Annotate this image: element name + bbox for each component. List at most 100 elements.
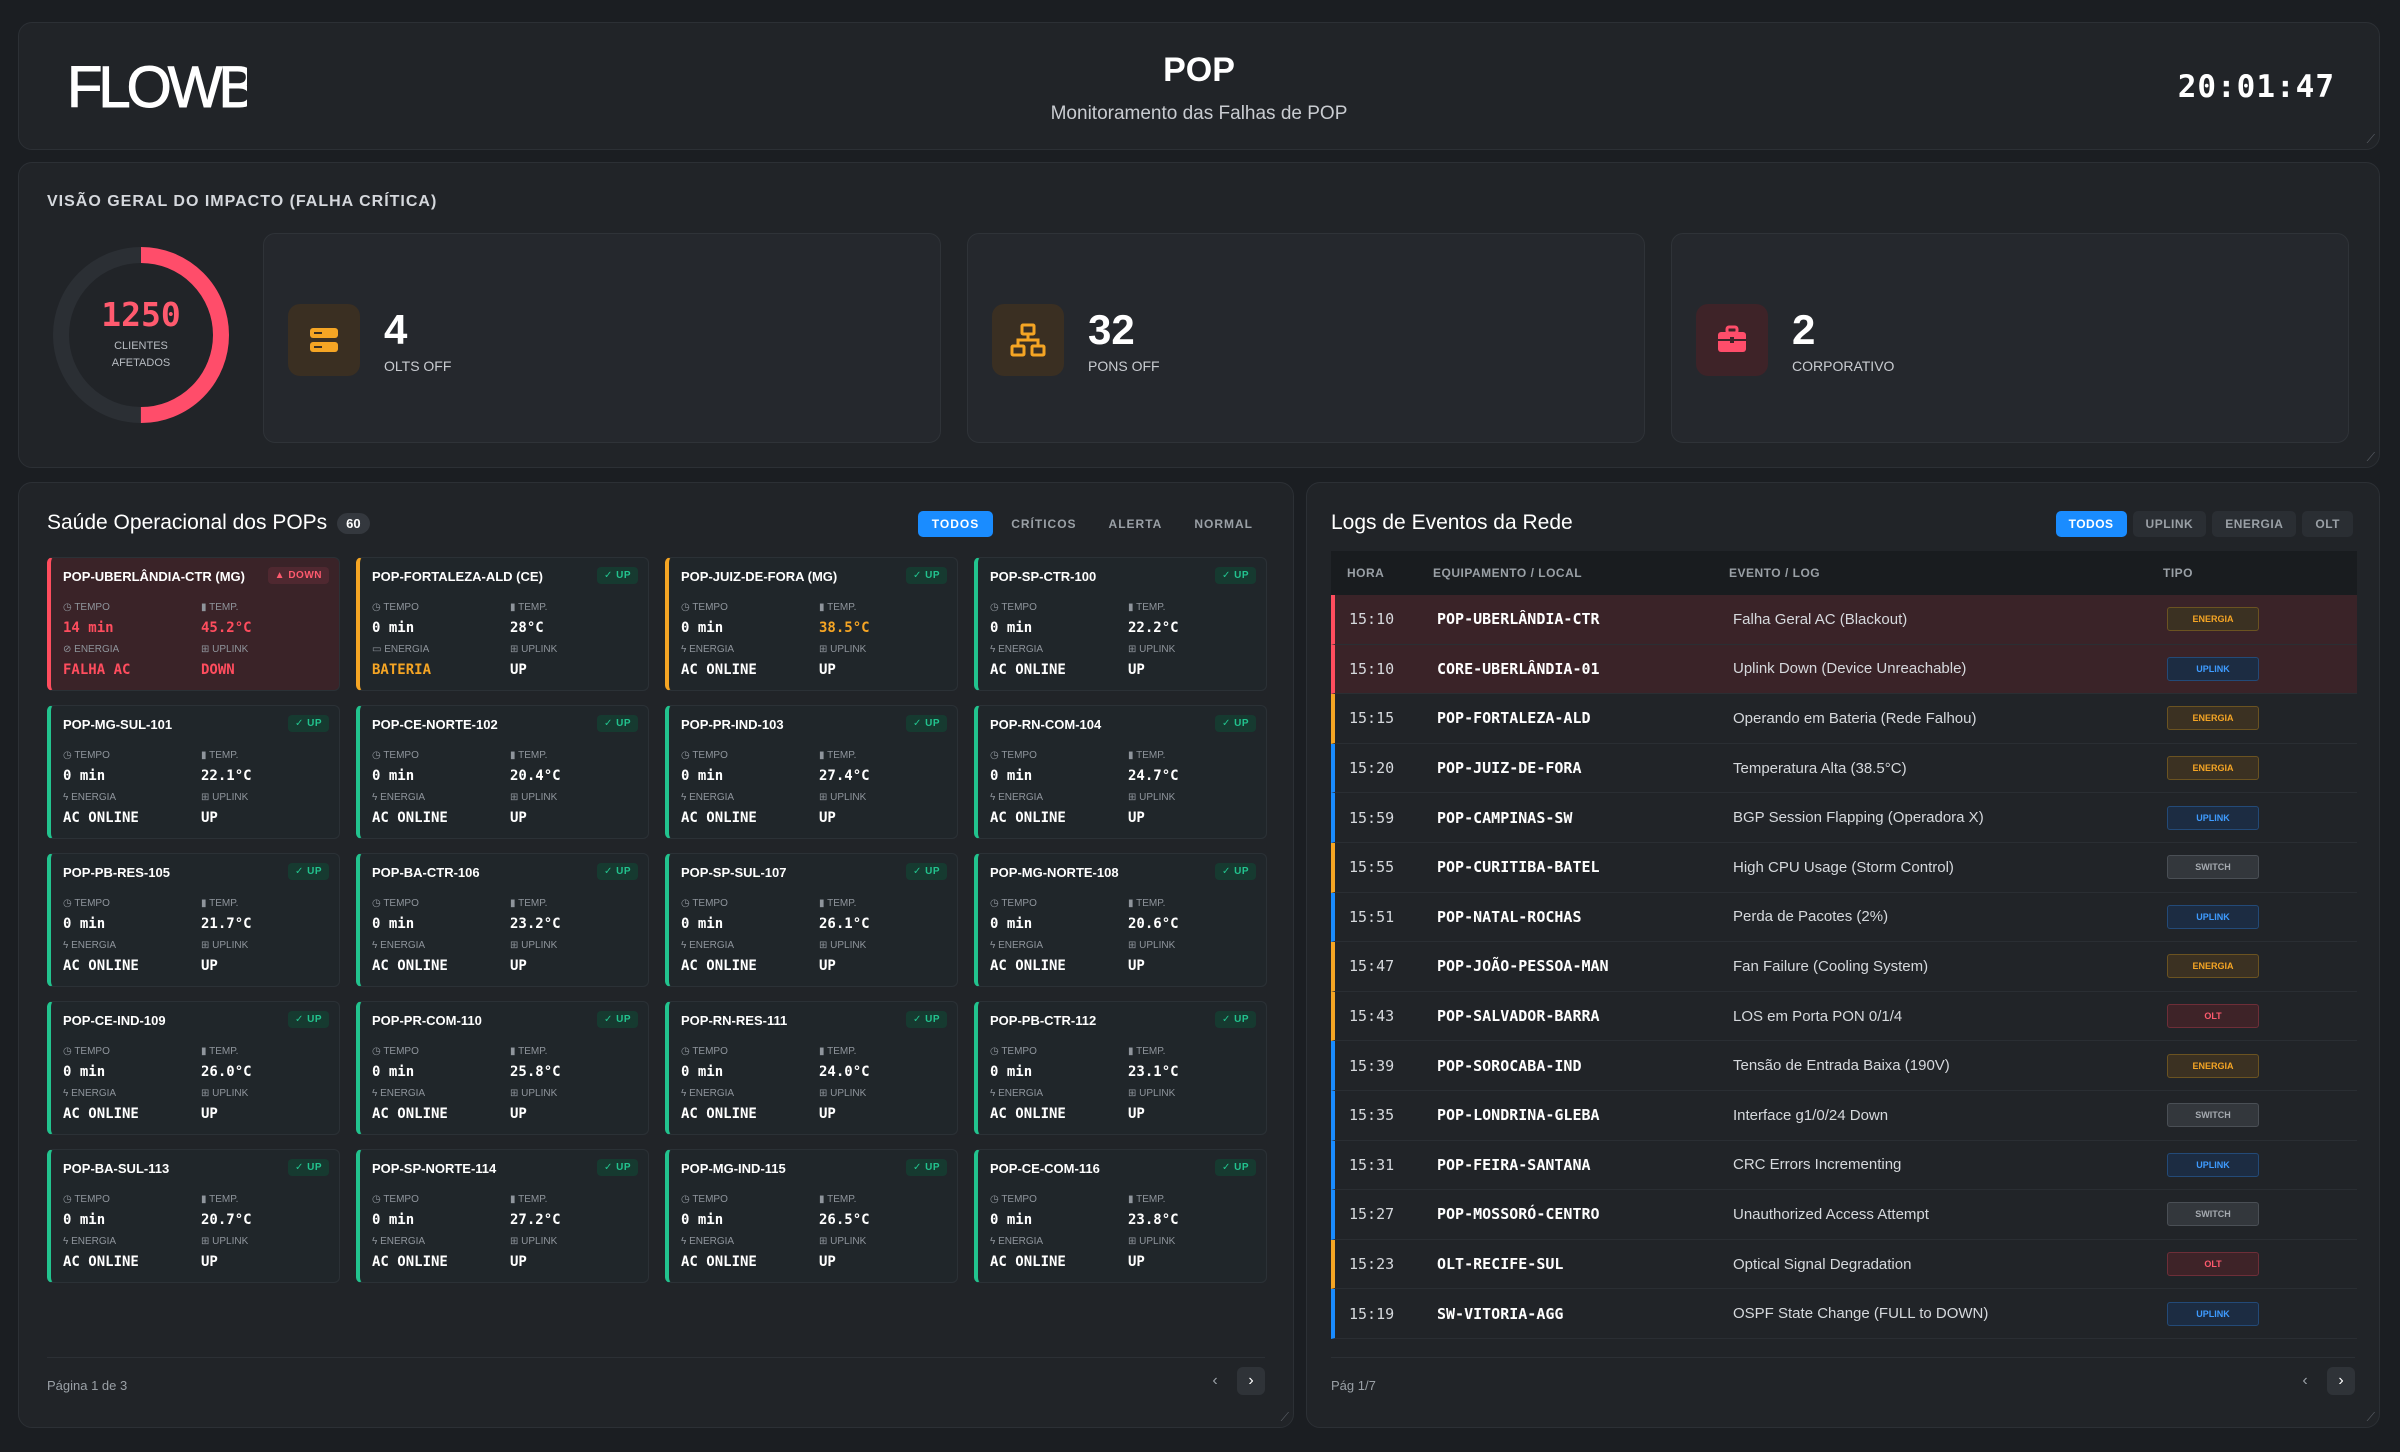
pop-card[interactable]: POP-CE-NORTE-102 ✓ UP ◷ TEMPO ▮ TEMP. ϟ ENER… [356, 705, 649, 839]
log-row[interactable]: 15:35 POP-LONDRINA-GLEBA Interface g1/0/24… [1331, 1090, 2357, 1141]
tempo-value: 14 min [63, 620, 114, 636]
status-badge: ✓ UP [287, 715, 329, 732]
pop-name: POP-MG-SUL-101 [63, 717, 173, 732]
pop-card[interactable]: POP-BA-CTR-106 ✓ UP ◷ TEMPO ▮ TEMP. ϟ ENERGI… [356, 853, 649, 987]
log-row[interactable]: 15:19 SW-VITORIA-AGG OSPF State Change (FU… [1331, 1289, 2357, 1339]
next-page-button[interactable]: › [1237, 1367, 1265, 1395]
resize-handle[interactable]: ⟋ [2366, 132, 2375, 146]
pop-card[interactable]: POP-FORTALEZA-ALD (CE) ✓ UP ◷ TEMPO ▮ TEMP.… [356, 557, 649, 691]
temp-label: ▮ TEMP. [201, 750, 239, 761]
filter-normal[interactable]: NORMAL [1194, 517, 1253, 531]
energia-value: AC ONLINE [372, 1254, 448, 1270]
affected-clients-value: 1250 [101, 295, 181, 334]
resize-handle[interactable]: ⟋ [2366, 1410, 2375, 1424]
temp-value: 21.7°C [201, 916, 252, 932]
logs-title: Logs de Eventos da Rede [1331, 511, 1573, 534]
log-tipo-badge: UPLINK [2167, 1152, 2259, 1177]
overview-panel: VISÃO GERAL DO IMPACTO (FALHA CRÍTICA) 1… [18, 162, 2380, 468]
log-row[interactable]: 15:43 POP-SALVADOR-BARRA LOS em Porta PON … [1331, 991, 2357, 1042]
uplink-value: UP [1128, 810, 1145, 826]
log-row[interactable]: 15:23 OLT-RECIFE-SUL Optical Signal Degrad… [1331, 1239, 2357, 1290]
log-equipamento: SW-VITORIA-AGG [1437, 1304, 1564, 1323]
tempo-value: 0 min [63, 916, 106, 932]
log-hora: 15:31 [1349, 1155, 1395, 1174]
temp-value: 26.0°C [201, 1064, 252, 1080]
pop-card[interactable]: POP-PR-IND-103 ✓ UP ◷ TEMPO ▮ TEMP. ϟ ENERGI… [665, 705, 958, 839]
log-evento: Optical Signal Degradation [1733, 1255, 1912, 1273]
log-row[interactable]: 15:27 POP-MOSSORÓ-CENTRO Unauthorized Acce… [1331, 1190, 2357, 1240]
log-row[interactable]: 15:10 CORE-UBERLÂNDIA-01 Uplink Down (Devi… [1331, 644, 2357, 695]
pop-card[interactable]: POP-BA-SUL-113 ✓ UP ◷ TEMPO ▮ TEMP. ϟ ENERGI… [47, 1149, 340, 1283]
pop-name: POP-PR-COM-110 [372, 1013, 482, 1028]
col-tipo: TIPO [2163, 566, 2194, 580]
uplink-value: UP [1128, 662, 1145, 678]
log-row[interactable]: 15:15 POP-FORTALEZA-ALD Operando em Bateri… [1331, 694, 2357, 744]
pop-card[interactable]: POP-CE-COM-116 ✓ UP ◷ TEMPO ▮ TEMP. ϟ ENERGI… [974, 1149, 1267, 1283]
pons-off-value: 32 [1088, 306, 1135, 353]
log-row[interactable]: 15:51 POP-NATAL-ROCHAS Perda de Pacotes (2… [1331, 892, 2357, 943]
log-filter-energia[interactable]: ENERGIA [2212, 511, 2297, 537]
svg-text:FLOWBIX: FLOWBIX [67, 55, 247, 115]
log-tipo-badge: OLT [2167, 1004, 2259, 1029]
log-tipo-badge: ENERGIA [2167, 1053, 2259, 1078]
pop-card[interactable]: POP-MG-NORTE-108 ✓ UP ◷ TEMPO ▮ TEMP. ϟ ENER… [974, 853, 1267, 987]
resize-handle[interactable]: ⟋ [2366, 450, 2375, 464]
log-filter-olt[interactable]: OLT [2302, 511, 2353, 537]
stat-card-olts[interactable]: 4 OLTS OFF [263, 233, 941, 443]
log-filter-uplink[interactable]: UPLINK [2132, 511, 2207, 537]
prev-page-button[interactable]: ‹ [1212, 1372, 1218, 1389]
log-row[interactable]: 15:55 POP-CURITIBA-BATEL High CPU Usage (S… [1331, 842, 2357, 893]
pop-card[interactable]: POP-MG-IND-115 ✓ UP ◷ TEMPO ▮ TEMP. ϟ ENERGI… [665, 1149, 958, 1283]
corporativo-value: 2 [1792, 306, 1816, 353]
pop-card[interactable]: POP-SP-NORTE-114 ✓ UP ◷ TEMPO ▮ TEMP. ϟ ENER… [356, 1149, 649, 1283]
status-badge: ▲ DOWN [267, 567, 329, 584]
pop-card[interactable]: POP-UBERLÂNDIA-CTR (MG) ▲ DOWN ◷ TEMPO ▮ TE… [47, 557, 340, 691]
temp-value: 24.7°C [1128, 768, 1179, 784]
status-badge: ✓ UP [1214, 1011, 1256, 1028]
stat-card-pons[interactable]: 32 PONS OFF [967, 233, 1645, 443]
temp-value: 25.8°C [510, 1064, 561, 1080]
log-row[interactable]: 15:39 POP-SOROCABA-IND Tensão de Entrada B… [1331, 1041, 2357, 1091]
log-row[interactable]: 15:10 POP-UBERLÂNDIA-CTR Falha Geral AC (B… [1331, 595, 2357, 645]
log-hora: 15:20 [1349, 759, 1395, 778]
pop-card[interactable]: POP-RN-RES-111 ✓ UP ◷ TEMPO ▮ TEMP. ϟ ENERGI… [665, 1001, 958, 1135]
stat-card-corporativo[interactable]: 2 CORPORATIVO [1671, 233, 2349, 443]
log-row[interactable]: 15:20 POP-JUIZ-DE-FORA Temperatura Alta (3… [1331, 743, 2357, 794]
tempo-label: ◷ TEMPO [63, 602, 110, 613]
tempo-label: ◷ TEMPO [681, 1046, 728, 1057]
log-row[interactable]: 15:59 POP-CAMPINAS-SW BGP Session Flapping… [1331, 793, 2357, 843]
pop-card[interactable]: POP-MG-SUL-101 ✓ UP ◷ TEMPO ▮ TEMP. ϟ ENERGI… [47, 705, 340, 839]
resize-handle[interactable]: ⟋ [1280, 1410, 1289, 1424]
uplink-label: ⊞ UPLINK [510, 940, 558, 951]
log-hora: 15:15 [1349, 709, 1395, 728]
pop-card[interactable]: POP-PB-CTR-112 ✓ UP ◷ TEMPO ▮ TEMP. ϟ ENERGI… [974, 1001, 1267, 1135]
pop-card[interactable]: POP-JUIZ-DE-FORA (MG) ✓ UP ◷ TEMPO ▮ TEMP. ϟ… [665, 557, 958, 691]
pop-card[interactable]: POP-SP-SUL-107 ✓ UP ◷ TEMPO ▮ TEMP. ϟ ENERGI… [665, 853, 958, 987]
pop-name: POP-PB-CTR-112 [990, 1013, 1097, 1028]
pop-card[interactable]: POP-PB-RES-105 ✓ UP ◷ TEMPO ▮ TEMP. ϟ ENERGI… [47, 853, 340, 987]
pop-card[interactable]: POP-PR-COM-110 ✓ UP ◷ TEMPO ▮ TEMP. ϟ ENERGI… [356, 1001, 649, 1135]
pop-card[interactable]: POP-SP-CTR-100 ✓ UP ◷ TEMPO ▮ TEMP. ϟ ENERGI… [974, 557, 1267, 691]
pop-card[interactable]: POP-CE-IND-109 ✓ UP ◷ TEMPO ▮ TEMP. ϟ ENERGI… [47, 1001, 340, 1135]
temp-value: 45.2°C [201, 620, 252, 636]
energia-label: ϟ ENERGIA [990, 1088, 1044, 1099]
filter-alerta[interactable]: ALERTA [1108, 517, 1163, 531]
tempo-value: 0 min [681, 916, 724, 932]
temp-label: ▮ TEMP. [1128, 602, 1166, 613]
status-badge: ✓ UP [905, 715, 947, 732]
pop-name: POP-JUIZ-DE-FORA (MG) [681, 569, 838, 584]
pop-name: POP-MG-NORTE-108 [990, 865, 1119, 880]
filter-todos[interactable]: TODOS [917, 511, 994, 537]
prev-page-button[interactable]: ‹ [2302, 1372, 2308, 1389]
filter-críticos[interactable]: CRÍTICOS [1011, 517, 1077, 531]
pop-card[interactable]: POP-RN-COM-104 ✓ UP ◷ TEMPO ▮ TEMP. ϟ ENERGI… [974, 705, 1267, 839]
next-page-button[interactable]: › [2327, 1367, 2355, 1395]
uplink-value: UP [819, 1254, 836, 1270]
tempo-label: ◷ TEMPO [990, 1194, 1037, 1205]
log-row[interactable]: 15:31 POP-FEIRA-SANTANA CRC Errors Increme… [1331, 1140, 2357, 1191]
pops-count-badge: 60 [337, 512, 370, 534]
log-tipo-cell: ENERGIA [2167, 756, 2357, 781]
log-filter-todos[interactable]: TODOS [2055, 511, 2127, 537]
log-row[interactable]: 15:47 POP-JOÃO-PESSOA-MAN Fan Failure (Coo… [1331, 942, 2357, 992]
log-tipo-badge: SWITCH [2167, 1103, 2259, 1128]
